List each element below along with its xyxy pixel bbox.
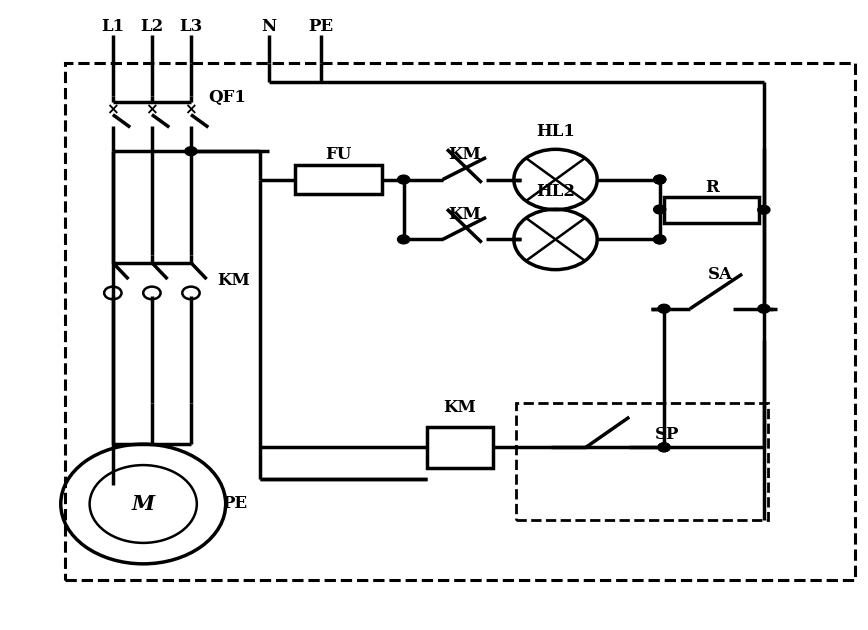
Bar — [295, 165, 382, 194]
Text: SA: SA — [708, 266, 733, 282]
Bar — [428, 427, 493, 467]
Text: L3: L3 — [180, 18, 202, 35]
Text: HL2: HL2 — [536, 183, 575, 200]
Text: FU: FU — [326, 146, 352, 163]
Bar — [516, 403, 768, 520]
Circle shape — [654, 235, 666, 244]
Circle shape — [658, 443, 670, 452]
Circle shape — [654, 205, 666, 214]
Text: ×: × — [107, 102, 119, 117]
Circle shape — [398, 235, 410, 244]
Circle shape — [758, 304, 770, 313]
Text: SP: SP — [655, 427, 680, 443]
Circle shape — [658, 443, 670, 452]
Circle shape — [658, 304, 670, 313]
Text: PE: PE — [222, 496, 247, 512]
Text: KM: KM — [448, 206, 481, 222]
Text: M: M — [132, 494, 155, 514]
Text: ×: × — [146, 102, 158, 117]
Text: KM: KM — [448, 146, 481, 163]
Circle shape — [758, 205, 770, 214]
Circle shape — [654, 175, 666, 184]
Text: KM: KM — [217, 272, 250, 289]
Text: N: N — [261, 18, 277, 35]
Text: PE: PE — [309, 18, 333, 35]
Circle shape — [654, 235, 666, 244]
Text: L2: L2 — [141, 18, 163, 35]
Text: QF1: QF1 — [208, 89, 247, 106]
Circle shape — [185, 147, 197, 156]
Bar — [664, 197, 760, 223]
Circle shape — [398, 175, 410, 184]
Text: R: R — [705, 180, 719, 196]
Text: HL1: HL1 — [536, 123, 575, 140]
Text: L1: L1 — [102, 18, 124, 35]
Bar — [65, 63, 855, 580]
Circle shape — [654, 175, 666, 184]
Text: ×: × — [185, 102, 197, 117]
Text: KM: KM — [444, 399, 477, 416]
